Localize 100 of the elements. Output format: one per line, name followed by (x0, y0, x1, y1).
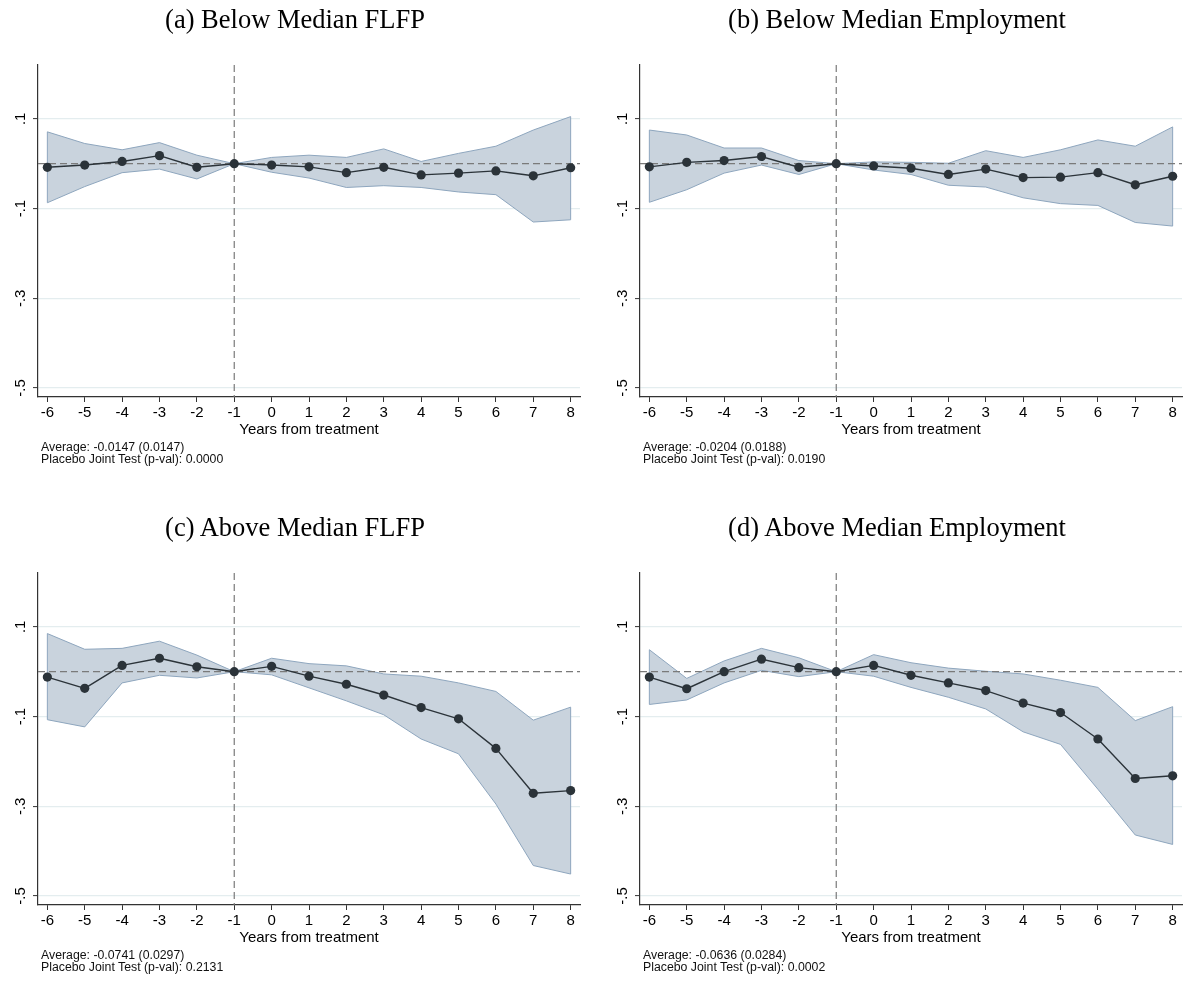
point (416, 703, 426, 713)
x-tick-label: -2 (792, 403, 806, 421)
point (906, 163, 916, 173)
x-tick-label: -4 (717, 403, 731, 421)
x-tick-label: 3 (379, 403, 388, 421)
x-tick-label: -4 (115, 911, 129, 929)
x-tick-label: -2 (792, 911, 806, 929)
point (1055, 172, 1066, 182)
point (566, 163, 576, 173)
x-tick-label: 4 (1018, 403, 1028, 421)
y-tick-label: -.1 (613, 707, 631, 726)
y-tick-label: -.5 (11, 379, 29, 397)
x-tick-label: 7 (529, 911, 538, 929)
x-tick-label: 1 (906, 911, 916, 929)
x-tick-label: -2 (190, 403, 204, 421)
x-tick-label: 2 (944, 911, 953, 929)
x-axis-title: Years from treatment (841, 420, 982, 438)
y-tick-label: .1 (11, 112, 29, 126)
text: Placebo Joint Test (p-val): 0.2131 (41, 960, 224, 974)
chart-title: (c) Above Median FLFP (164, 511, 426, 543)
x-tick-label: -4 (115, 403, 129, 421)
point (154, 653, 165, 663)
point (644, 672, 654, 682)
point (831, 667, 841, 677)
point (1018, 173, 1028, 183)
y-tick-label: -.3 (613, 289, 631, 308)
x-tick-label: 5 (454, 911, 463, 929)
x-tick-label: 4 (416, 403, 426, 421)
text: Placebo Joint Test (p-val): 0.0000 (41, 452, 224, 466)
x-tick-label: 8 (566, 911, 575, 929)
point (341, 168, 351, 178)
x-tick-label: 8 (566, 403, 575, 421)
x-tick-label: 2 (944, 403, 953, 421)
x-tick-label: 2 (342, 403, 351, 421)
point (229, 667, 239, 677)
x-tick-label: 3 (981, 911, 990, 929)
x-tick-label: 0 (267, 403, 276, 421)
y-tick-label: -.5 (613, 887, 631, 905)
x-tick-label: 2 (342, 911, 351, 929)
x-tick-label: -3 (152, 911, 167, 929)
point (1055, 707, 1066, 718)
point (682, 684, 692, 694)
point (80, 160, 90, 170)
x-tick-label: -6 (642, 403, 657, 421)
point (566, 786, 576, 796)
x-tick-label: -4 (717, 911, 731, 929)
x-tick-label: 6 (1093, 911, 1103, 929)
point (719, 667, 729, 677)
x-tick-label: 3 (981, 403, 990, 421)
point (981, 164, 991, 174)
point (981, 685, 991, 696)
x-tick-label: -3 (754, 911, 769, 929)
text: Placebo Joint Test (p-val): 0.0002 (643, 960, 826, 974)
point (794, 663, 804, 673)
point (794, 162, 804, 172)
x-tick-label: 4 (1018, 911, 1028, 929)
x-tick-label: 5 (1056, 403, 1065, 421)
x-axis-title: Years from treatment (841, 928, 982, 946)
x-tick-label: 1 (304, 911, 314, 929)
x-tick-label: -1 (829, 403, 843, 421)
x-tick-label: 1 (906, 403, 916, 421)
x-tick-label: -3 (754, 403, 769, 421)
point (341, 679, 351, 689)
point (756, 654, 767, 664)
x-tick-label: 6 (1093, 403, 1103, 421)
point (1130, 180, 1140, 190)
point (943, 678, 953, 688)
y-tick-label: -.1 (11, 199, 29, 218)
x-tick-label: 1 (304, 403, 314, 421)
x-tick-label: -5 (78, 403, 92, 421)
y-tick-label: -.5 (613, 379, 631, 397)
point (267, 661, 277, 671)
y-tick-label: -.1 (11, 707, 29, 726)
text: Average: -0.0147 (0.0147) (41, 440, 186, 454)
point (491, 743, 501, 754)
point (1018, 698, 1028, 708)
point (379, 162, 389, 172)
x-axis-title: Years from treatment (239, 928, 380, 946)
x-tick-label: -6 (40, 911, 55, 929)
y-tick-label: .1 (613, 620, 631, 634)
x-tick-label: 0 (267, 911, 276, 929)
y-tick-label: .1 (613, 112, 631, 126)
point (1168, 771, 1178, 781)
point (756, 151, 767, 162)
point (831, 159, 841, 169)
point (117, 156, 127, 167)
point (453, 168, 464, 178)
point (869, 660, 879, 671)
point (528, 788, 538, 798)
x-tick-label: 7 (529, 403, 538, 421)
point (869, 161, 879, 171)
point (943, 169, 953, 180)
point (906, 670, 916, 680)
x-tick-label: -3 (152, 403, 167, 421)
x-tick-label: 6 (491, 911, 501, 929)
text: Placebo Joint Test (p-val): 0.0190 (643, 452, 826, 466)
x-tick-label: 7 (1131, 403, 1140, 421)
x-tick-label: -1 (227, 403, 241, 421)
x-tick-label: 3 (379, 911, 388, 929)
point (416, 170, 426, 180)
